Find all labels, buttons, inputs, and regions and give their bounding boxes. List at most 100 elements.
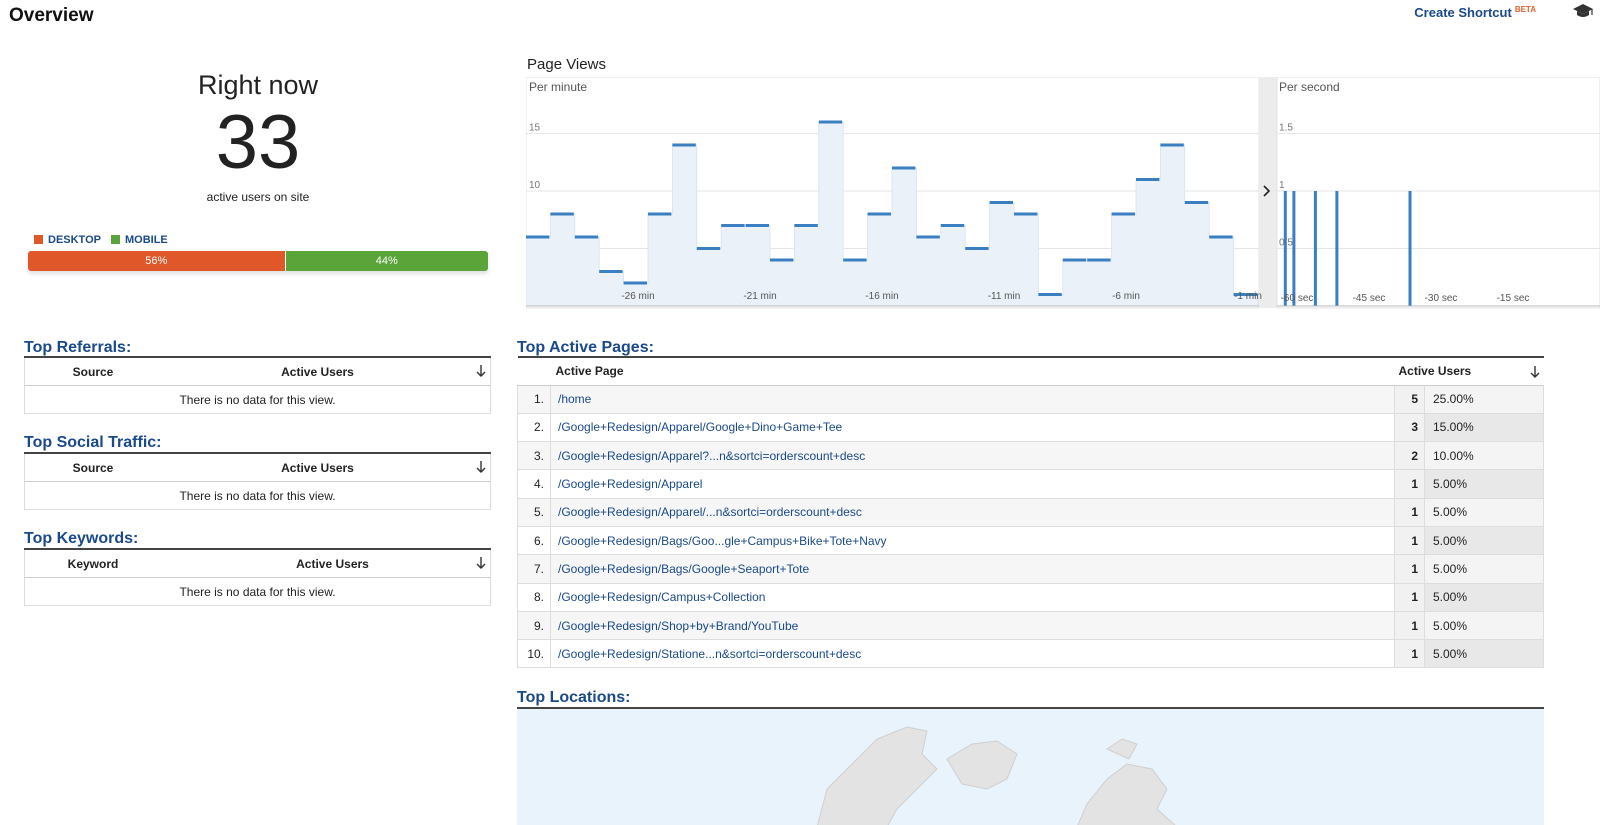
row-user-count: 1 [1394, 497, 1425, 527]
beta-badge: BETA [1514, 5, 1536, 14]
social-empty-message: There is no data for this view. [24, 482, 491, 510]
page-path-link[interactable]: /Google+Redesign/Apparel?...n&sortci=ord… [550, 441, 1395, 471]
x-tick-label: -21 min [743, 291, 776, 302]
social-active-users-header[interactable]: Active Users [281, 460, 354, 475]
row-rank: 2. [517, 412, 551, 443]
legend-mobile[interactable]: MOBILE [110, 234, 168, 246]
row-user-percent: 5.00% [1424, 554, 1544, 584]
row-user-percent: 10.00% [1424, 441, 1544, 471]
page-path-link[interactable]: /Google+Redesign/Apparel/...n&sortci=ord… [550, 497, 1395, 527]
table-row: 8./Google+Redesign/Campus+Collection 1 5.0… [517, 582, 1544, 612]
row-rank: 5. [517, 497, 551, 527]
row-user-percent: 5.00% [1424, 582, 1544, 612]
row-user-percent: 5.00% [1424, 610, 1544, 641]
chevron-right-icon[interactable] [1263, 185, 1271, 197]
active-pages-table: Active Page Active Users 1./home 5 25.00% 2… [517, 356, 1544, 669]
create-shortcut-link[interactable]: Create Shortcut BETA [1414, 5, 1536, 20]
active-page-header[interactable]: Active Page [550, 357, 1395, 386]
page-path-link[interactable]: /Google+Redesign/Apparel [550, 469, 1395, 499]
social-header: Source Active Users [24, 454, 491, 482]
desktop-segment[interactable]: 56% [28, 251, 286, 271]
table-row: 7./Google+Redesign/Bags/Google+Seaport+T… [517, 554, 1544, 584]
world-map-outline [817, 726, 1176, 825]
row-user-count: 1 [1394, 582, 1425, 612]
row-user-percent: 5.00% [1424, 497, 1544, 527]
active-users-subtitle: active users on site [206, 190, 310, 204]
page-title: Overview [9, 5, 94, 26]
table-row: 6./Google+Redesign/Bags/Goo...gle+Campus… [517, 525, 1544, 556]
active-pages-header-row: Active Page Active Users [517, 357, 1544, 386]
right-now-title: Right now [197, 70, 319, 100]
row-rank: 9. [517, 610, 551, 641]
active-users-header[interactable]: Active Users [1394, 357, 1544, 386]
page-path-link[interactable]: /Google+Redesign/Shop+by+Brand/YouTube [550, 610, 1395, 641]
active-users-header-label[interactable]: Active Users [1398, 364, 1472, 379]
x-tick-label: -6 min [1112, 291, 1140, 302]
referrals-active-users-header[interactable]: Active Users [281, 364, 354, 379]
page-path-link[interactable]: /Google+Redesign/Campus+Collection [550, 582, 1395, 612]
mobile-swatch [110, 235, 120, 244]
row-user-count: 1 [1394, 639, 1425, 669]
keywords-active-users-header[interactable]: Active Users [296, 556, 369, 571]
y-tick-label: 1.5 [1279, 123, 1293, 134]
per-second-label: Per second [1279, 80, 1340, 94]
per-minute-plot: 51015-26 min-21 min-16 min-11 min-6 min-… [526, 120, 1262, 307]
x-tick-label: -30 sec [1425, 293, 1458, 304]
create-shortcut-label[interactable]: Create Shortcut [1414, 5, 1512, 20]
legend-mobile-label: MOBILE [124, 234, 168, 246]
row-user-count: 5 [1394, 384, 1425, 414]
social-table: Source Active Users There is no data for… [24, 452, 491, 510]
social-source-header[interactable]: Source [72, 460, 114, 475]
keywords-table: Keyword Active Users There is no data fo… [24, 548, 491, 606]
page-path-link[interactable]: /Google+Redesign/Bags/Goo...gle+Campus+B… [550, 525, 1395, 556]
device-legend: DESKTOP MOBILE [34, 234, 168, 246]
row-user-percent: 5.00% [1424, 639, 1544, 669]
sort-down-arrow-icon[interactable] [474, 556, 488, 570]
page-views-title: Page Views [527, 56, 606, 73]
row-user-percent: 25.00% [1424, 384, 1544, 414]
sort-down-arrow-icon[interactable] [474, 460, 488, 474]
top-locations-title: Top Locations: [517, 689, 631, 706]
table-row: 5./Google+Redesign/Apparel/...n&sortci=o… [517, 497, 1544, 527]
page-path-link[interactable]: /Google+Redesign/Statione...n&sortci=ord… [550, 639, 1395, 669]
table-row: 10./Google+Redesign/Statione...n&sortci=… [517, 639, 1544, 669]
desktop-swatch [34, 235, 43, 244]
row-rank: 7. [517, 554, 551, 584]
x-tick-label: -15 sec [1497, 293, 1530, 304]
x-tick-label: -60 sec [1281, 293, 1314, 304]
active-pages-body: 1./home 5 25.00% 2./Google+Redesign/Apparel… [517, 384, 1544, 669]
top-active-pages-title: Top Active Pages: [517, 339, 654, 356]
referrals-empty-message: There is no data for this view. [24, 386, 491, 414]
active-users-count: 33 [215, 100, 301, 185]
sort-down-arrow-icon[interactable] [474, 364, 488, 378]
row-user-count: 1 [1394, 469, 1425, 499]
page-path-link[interactable]: /home [550, 384, 1395, 414]
row-rank: 6. [517, 525, 551, 556]
row-user-count: 1 [1394, 610, 1425, 641]
y-tick-label: 15 [529, 123, 541, 134]
table-row: 4./Google+Redesign/Apparel 1 5.00% [517, 469, 1544, 499]
sort-down-arrow-icon[interactable] [1528, 365, 1542, 379]
keywords-empty-message: There is no data for this view. [24, 578, 491, 606]
page-path-link[interactable]: /Google+Redesign/Apparel/Google+Dino+Gam… [550, 412, 1395, 443]
x-tick-label: -26 min [621, 291, 654, 302]
keywords-keyword-header[interactable]: Keyword [67, 556, 119, 571]
row-user-count: 2 [1394, 441, 1425, 471]
row-rank: 8. [517, 582, 551, 612]
legend-desktop-label: DESKTOP [48, 234, 101, 246]
graduation-cap-icon[interactable] [1572, 2, 1594, 20]
top-social-traffic-title: Top Social Traffic: [24, 434, 162, 451]
locations-map[interactable] [517, 707, 1544, 825]
row-user-percent: 5.00% [1424, 525, 1544, 556]
mobile-segment[interactable]: 44% [285, 251, 488, 271]
row-user-count: 1 [1394, 525, 1425, 556]
header-spacer [517, 357, 551, 386]
device-split-bar: 56% 44% [28, 251, 488, 271]
top-referrals-title: Top Referrals: [24, 339, 132, 356]
referrals-source-header[interactable]: Source [72, 364, 114, 379]
x-tick-label: -11 min [988, 291, 1021, 302]
legend-desktop[interactable]: DESKTOP [34, 234, 101, 246]
per-second-plot: 0.511.5-60 sec-45 sec-30 sec-15 sec [1277, 123, 1600, 307]
page-path-link[interactable]: /Google+Redesign/Bags/Google+Seaport+Tot… [550, 554, 1395, 584]
referrals-table: Source Active Users There is no data for… [24, 356, 491, 414]
